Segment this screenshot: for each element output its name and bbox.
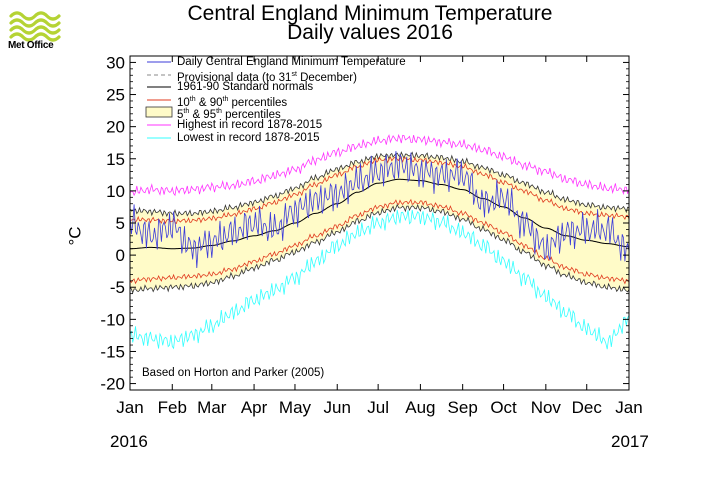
legend-text-lowest: Lowest in record 1878-2015: [177, 131, 320, 144]
y-tick-label: -5: [110, 278, 125, 297]
line-lowest-record: [129, 209, 630, 350]
y-tick-label: 20: [106, 118, 125, 137]
y-tick-label: -10: [100, 310, 125, 329]
x-month-label: Jun: [324, 398, 351, 417]
source-note: Based on Horton and Parker (2005): [142, 367, 325, 379]
line-90th-percentile: [129, 155, 630, 225]
x-month-label: Mar: [197, 398, 227, 417]
x-month-label: Jan: [615, 398, 642, 417]
x-month-label: Nov: [531, 398, 562, 417]
year-end-label: 2017: [611, 432, 649, 451]
legend-swatch-highest: [147, 124, 171, 126]
chart-title: Central England Minimum Temperature Dail…: [120, 2, 620, 44]
y-tick-label: -20: [100, 375, 125, 394]
x-month-label: Sep: [448, 398, 478, 417]
legend-swatch-p5_95: [145, 106, 173, 118]
legend-swatch-daily: [147, 61, 171, 63]
y-tick-label: 25: [106, 86, 125, 105]
y-tick-label: -15: [100, 342, 125, 361]
line-5th-percentile: [129, 203, 630, 294]
year-start-label: 2016: [110, 432, 148, 451]
x-month-label: Feb: [158, 398, 187, 417]
title-line-1: Central England Minimum Temperature: [187, 2, 553, 25]
x-month-label: May: [279, 398, 312, 417]
x-month-label: Dec: [572, 398, 603, 417]
legend-swatch-normals: [147, 86, 171, 88]
line-daily-minimum: [129, 151, 630, 269]
legend-text-highest: Highest in record 1878-2015: [177, 118, 323, 131]
x-month-label: Apr: [241, 398, 268, 417]
legend-swatch-provisional: [147, 74, 171, 76]
x-month-label: Aug: [405, 398, 435, 417]
x-month-label: Jul: [367, 398, 389, 417]
y-tick-label: 0: [116, 246, 125, 265]
band-5-95-percentile: [130, 152, 629, 293]
legend-text-daily: Daily Central England Minimum Temperatur…: [177, 56, 406, 68]
y-tick-label: 5: [116, 214, 125, 233]
y-axis-label: °C: [65, 226, 85, 246]
x-month-label: Jan: [116, 398, 143, 417]
legend-text-normals: 1961-90 Standard normals: [177, 81, 314, 94]
met-office-logo-icon: [9, 11, 61, 42]
logo-text: Met Office: [8, 40, 54, 51]
title-line-2: Daily values 2016: [287, 21, 453, 44]
legend-swatch-p10_90: [147, 99, 171, 101]
line-highest-record: [129, 133, 630, 197]
legend-swatch-lowest: [147, 137, 171, 139]
y-tick-label: 10: [106, 182, 125, 201]
y-tick-label: 30: [106, 53, 125, 72]
legend-text-p10_90: 10th & 90th percentiles: [177, 95, 288, 109]
legend-text-p5_95: 5th & 95th percentiles: [177, 108, 281, 122]
x-month-label: Oct: [490, 398, 517, 417]
y-tick-label: 15: [106, 150, 125, 169]
legend-text-provisional: Provisional data (to 31st December): [177, 70, 357, 84]
